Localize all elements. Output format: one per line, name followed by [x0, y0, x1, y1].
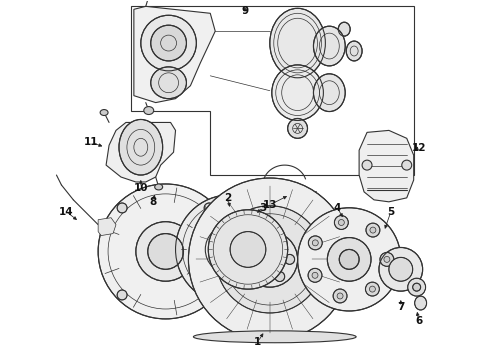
Text: 3: 3	[259, 203, 267, 213]
Ellipse shape	[175, 195, 285, 304]
Ellipse shape	[98, 184, 233, 319]
Ellipse shape	[288, 118, 308, 138]
Ellipse shape	[308, 236, 322, 250]
Ellipse shape	[144, 107, 154, 114]
Ellipse shape	[272, 65, 323, 121]
Ellipse shape	[379, 247, 422, 291]
Text: 12: 12	[412, 143, 426, 153]
Ellipse shape	[308, 268, 322, 282]
Ellipse shape	[402, 160, 412, 170]
Ellipse shape	[333, 289, 347, 303]
Ellipse shape	[100, 109, 108, 116]
Ellipse shape	[339, 249, 359, 269]
Ellipse shape	[245, 255, 255, 264]
Ellipse shape	[242, 231, 297, 287]
Ellipse shape	[194, 331, 356, 343]
Ellipse shape	[285, 255, 294, 264]
Text: 4: 4	[334, 203, 341, 213]
Ellipse shape	[366, 223, 380, 237]
Ellipse shape	[141, 15, 196, 71]
Ellipse shape	[389, 257, 413, 281]
Ellipse shape	[384, 256, 390, 262]
Text: 8: 8	[149, 197, 156, 207]
Ellipse shape	[297, 208, 401, 311]
Ellipse shape	[155, 184, 163, 190]
Ellipse shape	[136, 222, 196, 281]
Ellipse shape	[204, 203, 214, 213]
Ellipse shape	[314, 26, 345, 66]
Ellipse shape	[314, 74, 345, 112]
Ellipse shape	[339, 220, 344, 225]
Text: 10: 10	[134, 183, 148, 193]
Text: 5: 5	[387, 207, 394, 217]
Polygon shape	[131, 6, 414, 175]
Ellipse shape	[327, 238, 371, 281]
Ellipse shape	[275, 237, 285, 247]
Ellipse shape	[337, 293, 343, 299]
Ellipse shape	[338, 22, 350, 36]
Text: 14: 14	[59, 207, 74, 217]
Ellipse shape	[413, 283, 420, 291]
Polygon shape	[98, 218, 116, 235]
Ellipse shape	[260, 249, 280, 269]
Ellipse shape	[230, 231, 266, 267]
Text: 1: 1	[254, 337, 262, 347]
Text: 9: 9	[242, 6, 248, 16]
Ellipse shape	[275, 271, 285, 282]
Ellipse shape	[346, 41, 362, 61]
Ellipse shape	[117, 203, 127, 213]
Text: 7: 7	[397, 302, 404, 312]
Ellipse shape	[366, 282, 379, 296]
Ellipse shape	[362, 160, 372, 170]
Ellipse shape	[270, 8, 325, 78]
Ellipse shape	[408, 278, 426, 296]
Ellipse shape	[312, 240, 318, 246]
Ellipse shape	[208, 210, 288, 289]
Ellipse shape	[204, 290, 214, 300]
Ellipse shape	[218, 238, 242, 261]
Text: 13: 13	[263, 200, 277, 210]
Ellipse shape	[151, 25, 187, 61]
Ellipse shape	[119, 120, 163, 175]
Ellipse shape	[380, 252, 394, 266]
Polygon shape	[134, 6, 215, 103]
Polygon shape	[106, 122, 175, 182]
Ellipse shape	[312, 273, 318, 278]
Ellipse shape	[148, 234, 183, 269]
Polygon shape	[359, 130, 414, 202]
Ellipse shape	[415, 296, 427, 310]
Ellipse shape	[216, 206, 323, 313]
Text: 2: 2	[224, 193, 232, 203]
Ellipse shape	[369, 286, 375, 292]
Text: 11: 11	[84, 137, 98, 147]
Ellipse shape	[205, 225, 255, 274]
Ellipse shape	[334, 216, 348, 229]
Ellipse shape	[117, 290, 127, 300]
Text: 6: 6	[415, 316, 422, 326]
Ellipse shape	[189, 178, 351, 341]
Ellipse shape	[255, 237, 265, 247]
Ellipse shape	[255, 271, 265, 282]
Ellipse shape	[151, 67, 187, 99]
Ellipse shape	[370, 227, 376, 233]
Bar	[294, 191, 317, 203]
